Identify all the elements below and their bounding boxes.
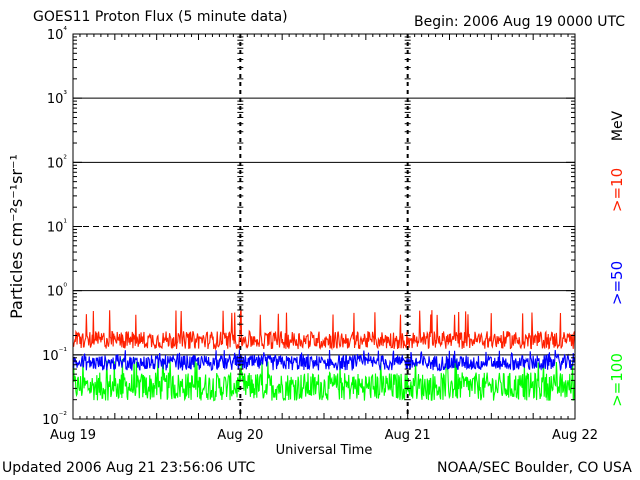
y-tick-label-2: 10⁰ xyxy=(47,283,68,300)
footer-source: NOAA/SEC Boulder, CO USA xyxy=(437,460,632,476)
series-line-ge50 xyxy=(72,349,576,372)
footer-updated: Updated 2006 Aug 21 23:56:06 UTC xyxy=(2,460,256,476)
y-tick-label-5: 10³ xyxy=(47,90,68,107)
x-tick-label-1: Aug 20 xyxy=(217,428,263,443)
legend-label-ge10: >=10 xyxy=(608,168,626,212)
y-tick-label-1: 10⁻¹ xyxy=(42,347,67,364)
y-tick-label-0: 10⁻² xyxy=(42,411,67,428)
y-axis-label: Particles cm⁻²s⁻¹sr⁻¹ xyxy=(7,154,26,319)
series-line-ge100 xyxy=(72,357,576,402)
x-tick-label-0: Aug 19 xyxy=(50,428,96,443)
y-tick-label-3: 10¹ xyxy=(47,219,68,236)
x-axis-label: Universal Time xyxy=(276,443,373,458)
y-tick-label-6: 10⁴ xyxy=(47,26,68,43)
series-line-ge10 xyxy=(72,310,576,351)
y-tick-label-4: 10² xyxy=(47,154,68,171)
legend-unit: MeV xyxy=(610,110,626,141)
x-tick-label-3: Aug 22 xyxy=(552,428,598,443)
legend-label-ge50: >=50 xyxy=(608,261,626,305)
legend-label-ge100: >=100 xyxy=(608,353,626,407)
chart-title: GOES11 Proton Flux (5 minute data) xyxy=(33,9,288,25)
x-tick-label-2: Aug 21 xyxy=(385,428,431,443)
begin-time: Begin: 2006 Aug 19 0000 UTC xyxy=(414,14,625,30)
